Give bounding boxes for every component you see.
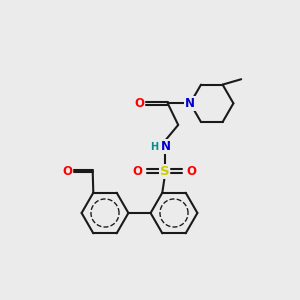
Text: O: O [133,165,143,178]
Text: O: O [62,165,73,178]
Text: S: S [160,165,169,178]
Text: O: O [187,165,197,178]
Text: O: O [134,97,145,110]
Text: N: N [185,97,195,110]
Text: N: N [161,140,171,153]
Text: H: H [150,142,159,152]
Text: N: N [185,97,195,110]
